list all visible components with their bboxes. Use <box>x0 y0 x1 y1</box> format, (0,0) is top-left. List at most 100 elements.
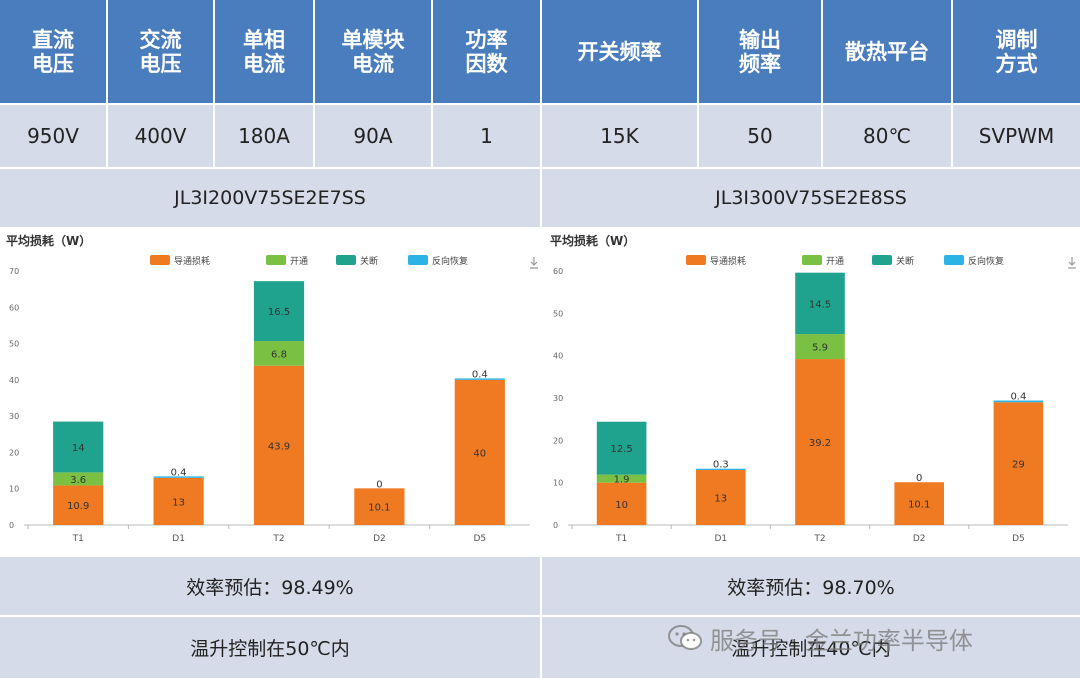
chart-0-data-label-0: 10.9 <box>67 501 89 512</box>
chart-0-xtick-4: D5 <box>473 534 486 544</box>
value-switch-frequency: 15K <box>542 105 699 167</box>
chart-0-legend-label-0: 导通损耗 <box>174 255 210 267</box>
chart-0-bar-D1-3 <box>153 476 204 478</box>
chart-1-data-label-6: 5.9 <box>812 343 828 354</box>
chart-1-legend-swatch-3 <box>944 255 964 265</box>
chart-1-bar-T2-2 <box>795 272 845 335</box>
loss-chart-left-svg: 平均损耗（W） 导通损耗 开通 关断 反向恢复 0 10 20 30 40 50 60 70 T1 D1 T2… <box>6 233 538 544</box>
chart-0-legend-label-2: 关断 <box>360 255 378 267</box>
chart-1-ytick-3: 30 <box>553 394 563 403</box>
chart-0-data-label-5: 43.9 <box>268 441 290 452</box>
value-output-frequency: 50 <box>699 105 823 167</box>
header-output-frequency: 输出 频率 <box>699 0 823 103</box>
header-dc-voltage: 直流 电压 <box>0 0 108 103</box>
chart-0-download-icon[interactable] <box>530 257 538 269</box>
chart-1-bar-T2-1 <box>795 334 845 360</box>
value-module-current: 90A <box>315 105 433 167</box>
header-ac-voltage: 交流 电压 <box>108 0 215 103</box>
temperature-right: 温升控制在40℃内 <box>542 617 1080 678</box>
model-row: JL3I200V75SE2E7SS JL3I300V75SE2E8SS <box>0 169 1080 227</box>
value-ac-voltage: 400V <box>108 105 215 167</box>
chart-0-data-label-10: 40 <box>473 448 486 459</box>
chart-0-data-label-6: 6.8 <box>271 349 287 360</box>
chart-1-bar-D5-0 <box>993 402 1044 525</box>
chart-0-ytick-4: 40 <box>9 376 19 385</box>
chart-1-xtick-3: D2 <box>913 534 926 544</box>
chart-0-data-label-7: 16.5 <box>268 307 290 318</box>
chart-0-xtick-3: D2 <box>373 534 386 544</box>
loss-chart-right: 平均损耗（W） 导通损耗 开通 关断 反向恢复 0 10 20 30 40 50 60 T1 D1 T2 D2… <box>544 229 1080 555</box>
chart-0-legend-swatch-0 <box>150 255 170 265</box>
chart-0-data-label-1: 3.6 <box>70 475 86 486</box>
chart-1-bar-T1-0 <box>596 482 647 525</box>
chart-0-ytick-6: 60 <box>9 303 19 312</box>
chart-0-bar-T2-0 <box>253 365 305 525</box>
chart-1-data-label-11: 0.4 <box>1010 392 1026 403</box>
chart-1-ytick-0: 0 <box>553 521 558 530</box>
chart-0-ytick-3: 30 <box>9 412 19 421</box>
chart-0-legend-swatch-1 <box>266 255 286 265</box>
chart-1-data-label-1: 1.9 <box>614 475 630 486</box>
header-row: 直流 电压 交流 电压 单相 电流 单模块 电流 功率 因数 开关频率 输出 频… <box>0 0 1080 103</box>
temperature-row: 温升控制在50℃内 温升控制在40℃内 <box>0 617 1080 678</box>
chart-1-data-label-10: 29 <box>1012 460 1025 471</box>
chart-0-xtick-0: T1 <box>72 534 84 544</box>
model-left: JL3I200V75SE2E7SS <box>0 169 542 227</box>
header-cooling-platform: 散热平台 <box>823 0 953 103</box>
chart-0-legend-label-3: 反向恢复 <box>432 255 468 267</box>
chart-0-ytick-7: 70 <box>9 267 19 276</box>
value-phase-current: 180A <box>215 105 315 167</box>
chart-1-data-label-8: 10.1 <box>908 500 930 511</box>
chart-1-xtick-1: D1 <box>714 534 727 544</box>
chart-1-bar-T2-0 <box>795 359 845 525</box>
temperature-left: 温升控制在50℃内 <box>0 617 542 678</box>
value-modulation: SVPWM <box>953 105 1080 167</box>
value-cooling-platform: 80℃ <box>823 105 953 167</box>
chart-1-data-label-3: 13 <box>714 493 727 504</box>
chart-0-bar-T2-2 <box>253 281 305 342</box>
chart-1-xtick-2: T2 <box>813 534 825 544</box>
chart-1-bar-D1-3 <box>696 468 746 470</box>
chart-0-legend-label-1: 开通 <box>290 256 308 267</box>
efficiency-right: 效率预估：98.70% <box>542 557 1080 615</box>
values-row: 950V 400V 180A 90A 1 15K 50 80℃ SVPWM <box>0 105 1080 167</box>
chart-1-ytick-2: 20 <box>553 436 563 445</box>
efficiency-left: 效率预估：98.49% <box>0 557 542 615</box>
chart-0-bar-D2-0 <box>354 488 405 525</box>
chart-0-bar-T1-0 <box>53 485 104 525</box>
chart-0-data-label-4: 0.4 <box>171 467 187 478</box>
chart-1-legend-swatch-0 <box>686 255 706 265</box>
chart-1-ytick-4: 40 <box>553 352 563 361</box>
chart-1-legend-swatch-1 <box>802 255 822 265</box>
chart-0-ytick-0: 0 <box>9 521 14 530</box>
chart-0-bar-D5-0 <box>454 379 505 525</box>
chart-0-bar-T1-2 <box>53 421 104 473</box>
chart-1-data-label-9: 0 <box>916 473 922 484</box>
chart-1-bar-D2-0 <box>894 482 944 525</box>
chart-0-xtick-2: T2 <box>272 534 284 544</box>
chart-0-title: 平均损耗（W） <box>6 233 91 248</box>
chart-0-data-label-8: 10.1 <box>368 503 390 514</box>
chart-1-title: 平均损耗（W） <box>550 233 635 248</box>
chart-1-xtick-0: T1 <box>615 534 627 544</box>
chart-0-ytick-1: 10 <box>9 485 19 494</box>
value-dc-voltage: 950V <box>0 105 108 167</box>
chart-0-bar-T1-1 <box>53 472 104 486</box>
chart-0-data-label-9: 0 <box>376 479 382 490</box>
header-module-current: 单模块 电流 <box>315 0 433 103</box>
chart-1-legend-label-3: 反向恢复 <box>968 255 1004 267</box>
header-switch-frequency: 开关频率 <box>542 0 699 103</box>
chart-1-data-label-7: 14.5 <box>809 299 831 310</box>
chart-1-bar-T1-2 <box>596 421 647 475</box>
chart-1-download-icon[interactable] <box>1068 257 1076 269</box>
header-power-factor: 功率 因数 <box>433 0 542 103</box>
chart-1-bar-D5-3 <box>993 400 1044 403</box>
header-modulation: 调制 方式 <box>953 0 1080 103</box>
loss-chart-right-svg: 平均损耗（W） 导通损耗 开通 关断 反向恢复 0 10 20 30 40 50 60 T1 D1 T2 D2… <box>550 233 1076 544</box>
chart-1-bar-D1-0 <box>696 469 746 525</box>
chart-1-legend-swatch-2 <box>872 255 892 265</box>
chart-1-bar-T1-1 <box>596 474 647 483</box>
chart-1-data-label-5: 39.2 <box>809 438 831 449</box>
chart-0-bar-T2-1 <box>253 341 305 366</box>
model-right: JL3I300V75SE2E8SS <box>542 169 1080 227</box>
